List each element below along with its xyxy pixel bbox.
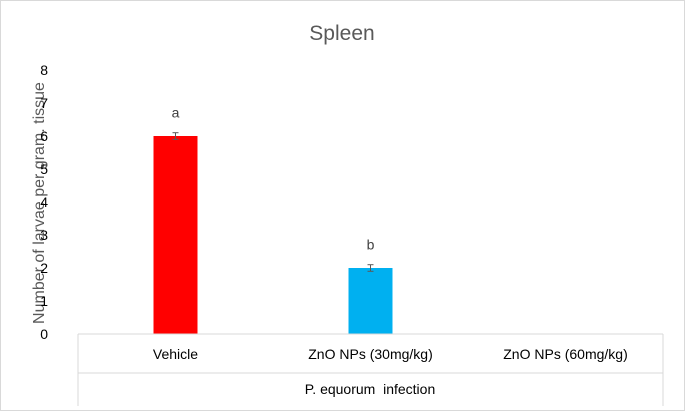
bars: ab [153,105,569,335]
x-axis-tick-labels: Vehicle ZnO NPs (30mg/kg) ZnO NPs (60mg/kg… [153,346,628,362]
y-tick-label: 2 [40,260,48,276]
y-tick-label: 1 [40,293,48,309]
y-tick-label: 4 [40,194,48,210]
x-tick-label: ZnO NPs (30mg/kg) [308,346,432,362]
x-tick-label: ZnO NPs (60mg/kg) [503,346,627,362]
error-bar [367,264,374,272]
bar [348,268,393,334]
y-tick-label: 8 [40,62,48,78]
significance-label: a [172,105,180,121]
y-tick-label: 7 [40,95,48,111]
x-tick-label: Vehicle [153,346,198,362]
y-axis-ticks: 0 1 2 3 4 5 6 7 8 [40,62,48,342]
y-tick-label: 5 [40,161,48,177]
y-axis-label: Number of larvae per gram. tissue [31,82,48,324]
error-bar [172,132,179,140]
y-tick-label: 6 [40,128,48,144]
y-tick-label: 0 [40,326,48,342]
y-tick-label: 3 [40,227,48,243]
x-axis-label: P. equorum infection [305,381,436,397]
significance-label: b [367,237,375,253]
chart-title: Spleen [309,22,374,45]
bar [153,136,198,334]
